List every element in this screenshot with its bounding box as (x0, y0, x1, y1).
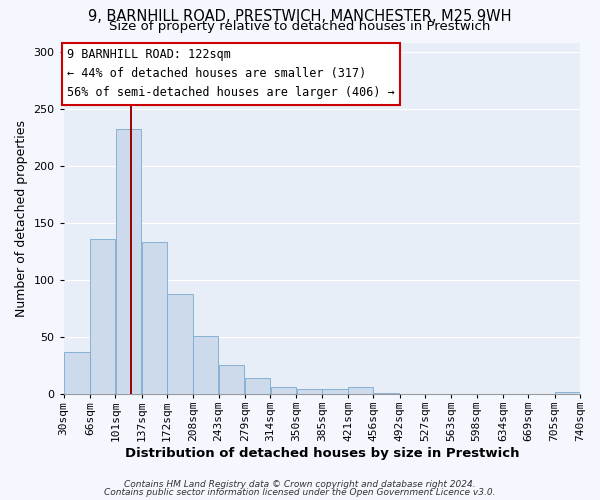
Text: 9 BARNHILL ROAD: 122sqm
← 44% of detached houses are smaller (317)
56% of semi-d: 9 BARNHILL ROAD: 122sqm ← 44% of detache… (67, 48, 395, 99)
Bar (322, 390, 348, 394)
Bar (296, 390, 322, 394)
Bar (555, 392, 580, 394)
Text: 9, BARNHILL ROAD, PRESTWICH, MANCHESTER, M25 9WH: 9, BARNHILL ROAD, PRESTWICH, MANCHESTER,… (88, 9, 512, 24)
Bar (219, 366, 244, 394)
Bar (374, 393, 400, 394)
Y-axis label: Number of detached properties: Number of detached properties (15, 120, 28, 317)
Bar (167, 294, 193, 394)
Bar (64, 352, 89, 394)
Text: Contains public sector information licensed under the Open Government Licence v3: Contains public sector information licen… (104, 488, 496, 497)
Bar (349, 387, 373, 394)
Text: Contains HM Land Registry data © Crown copyright and database right 2024.: Contains HM Land Registry data © Crown c… (124, 480, 476, 489)
Bar (90, 239, 115, 394)
X-axis label: Distribution of detached houses by size in Prestwich: Distribution of detached houses by size … (125, 447, 519, 460)
Bar (193, 336, 218, 394)
Bar (271, 387, 296, 394)
Bar (142, 242, 167, 394)
Bar (116, 129, 141, 394)
Bar (245, 378, 270, 394)
Text: Size of property relative to detached houses in Prestwich: Size of property relative to detached ho… (109, 20, 491, 33)
